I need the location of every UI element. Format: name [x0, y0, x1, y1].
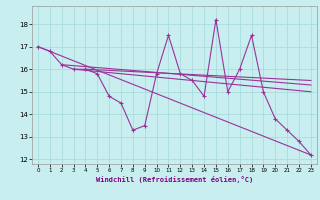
- X-axis label: Windchill (Refroidissement éolien,°C): Windchill (Refroidissement éolien,°C): [96, 176, 253, 183]
